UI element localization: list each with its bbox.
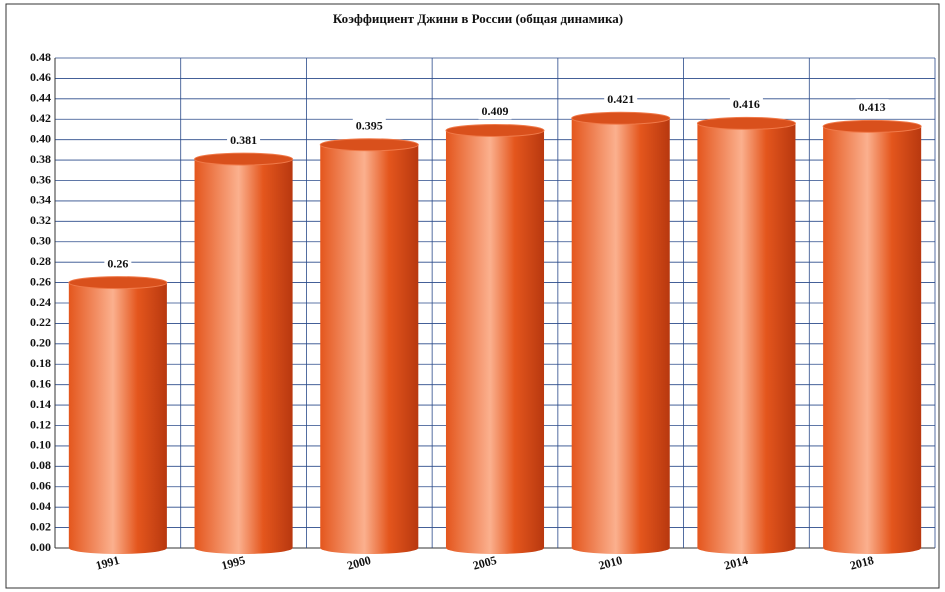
- y-tick-label: 0.30: [30, 234, 51, 248]
- bar-top: [194, 152, 294, 166]
- y-tick-label: 0.22: [30, 315, 51, 329]
- bar: [320, 144, 419, 549]
- bar-top: [822, 119, 922, 133]
- bar: [823, 126, 922, 548]
- y-tick-label: 0.12: [30, 417, 51, 431]
- bar-top: [319, 138, 419, 152]
- y-tick-label: 0.34: [30, 193, 51, 207]
- y-tick-label: 0.00: [30, 540, 51, 554]
- y-tick-label: 0.26: [30, 274, 51, 288]
- x-tick-label: 2000: [346, 553, 373, 573]
- y-tick-label: 0.14: [30, 397, 51, 411]
- y-tick-label: 0.10: [30, 438, 51, 452]
- x-tick-label: 1991: [94, 553, 121, 573]
- y-tick-label: 0.24: [30, 295, 51, 309]
- value-label: 0.416: [733, 97, 760, 111]
- y-tick-label: 0.42: [30, 111, 51, 125]
- value-label: 0.409: [482, 104, 509, 118]
- value-label: 0.26: [107, 256, 128, 270]
- chart-title: Коэффициент Джини в России (общая динами…: [333, 11, 623, 26]
- y-tick-label: 0.02: [30, 519, 51, 533]
- value-label-bg: [227, 131, 261, 148]
- bar-top: [68, 276, 168, 290]
- y-tick-label: 0.08: [30, 458, 51, 472]
- x-tick-label: 2010: [597, 553, 624, 573]
- bar: [194, 159, 293, 548]
- value-label: 0.421: [607, 92, 634, 106]
- value-label-bg: [352, 117, 386, 134]
- y-tick-label: 0.04: [30, 499, 51, 513]
- x-tick-label: 2018: [848, 553, 875, 573]
- y-tick-label: 0.38: [30, 152, 51, 166]
- bar: [697, 123, 796, 548]
- bar: [68, 282, 167, 548]
- y-tick-label: 0.20: [30, 336, 51, 350]
- y-tick-label: 0.32: [30, 213, 51, 227]
- value-label-bg: [604, 90, 638, 107]
- bar-top: [696, 116, 796, 130]
- x-tick-label: 1995: [220, 553, 247, 573]
- value-label-bg: [478, 103, 512, 120]
- y-tick-label: 0.44: [30, 91, 51, 105]
- value-label: 0.413: [859, 100, 886, 114]
- y-tick-label: 0.36: [30, 172, 51, 186]
- value-label: 0.381: [230, 133, 257, 147]
- x-tick-label: 2005: [471, 553, 498, 573]
- value-label-bg: [104, 255, 132, 272]
- bar-top: [571, 111, 671, 125]
- bar-top: [445, 123, 545, 137]
- y-tick-label: 0.46: [30, 70, 51, 84]
- value-label-bg: [729, 96, 763, 113]
- y-tick-label: 0.16: [30, 376, 51, 390]
- y-tick-label: 0.18: [30, 356, 51, 370]
- value-label-bg: [855, 99, 889, 116]
- y-tick-label: 0.28: [30, 254, 51, 268]
- bar: [571, 118, 670, 549]
- y-tick-label: 0.48: [30, 50, 51, 64]
- y-tick-label: 0.40: [30, 131, 51, 145]
- bar: [445, 130, 545, 548]
- y-tick-label: 0.06: [30, 479, 51, 493]
- x-tick-label: 2014: [723, 553, 750, 573]
- value-label: 0.395: [356, 119, 383, 133]
